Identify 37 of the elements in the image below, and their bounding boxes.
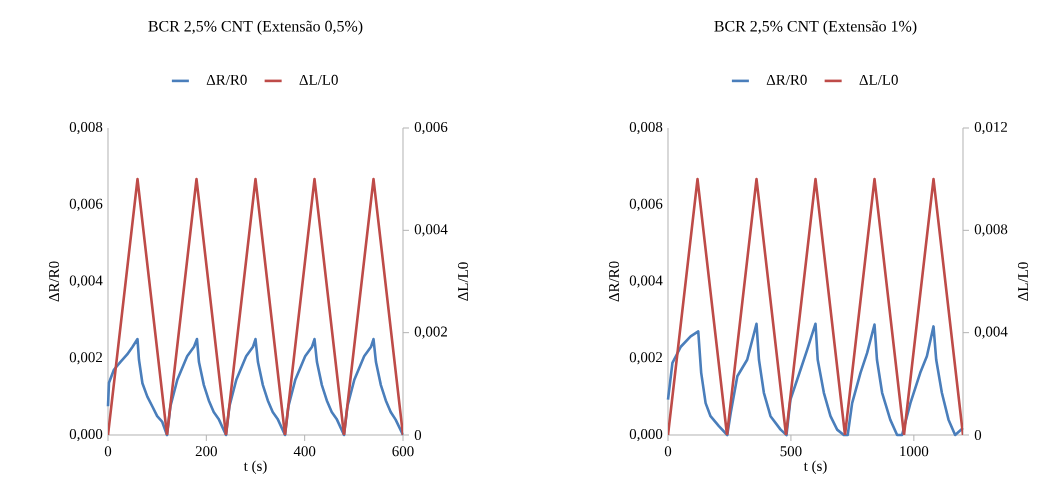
legend-label: ΔL/L0	[299, 74, 338, 85]
x-axis-title: t (s)	[803, 460, 827, 474]
chart-title: BCR 2,5% CNT (Extensão 1%)	[714, 20, 917, 35]
x-tick-label: 0	[104, 446, 112, 457]
y-tick-label: 0,000	[629, 428, 663, 442]
y-tick-label: 0,002	[629, 352, 662, 365]
y-tick-label: 0,008	[629, 121, 663, 135]
legend-label: ΔR/R0	[766, 74, 807, 85]
x-axis-title: t (s)	[243, 460, 267, 474]
y2-tick-label: 0	[974, 429, 982, 441]
y2-tick-label: 0,012	[974, 121, 1007, 135]
x-tick-label: 200	[195, 446, 217, 457]
y-axis-title: ΔR/R0	[608, 261, 620, 302]
x-tick-label: 0	[664, 446, 672, 457]
legend-label: ΔL/L0	[859, 74, 898, 85]
x-tick-label: 600	[392, 446, 414, 457]
x-tick-label: 500	[780, 446, 802, 457]
y2-tick-label: 0,008	[974, 224, 1008, 237]
chart-title: BCR 2,5% CNT (Extensão 0,5%)	[148, 20, 363, 35]
y2-tick-label: 0,006	[414, 121, 448, 135]
y-tick-label: 0,006	[69, 198, 103, 211]
x-tick-label: 1000	[900, 446, 929, 457]
legend-label: ΔR/R0	[206, 74, 247, 85]
y-tick-label: 0,008	[69, 121, 103, 135]
y-tick-label: 0,006	[629, 198, 663, 211]
y2-tick-label: 0,002	[414, 326, 447, 339]
y2-axis-title: ΔL/L0	[1017, 262, 1029, 301]
y-tick-label: 0,004	[629, 275, 663, 288]
y-axis-title: ΔR/R0	[48, 261, 60, 302]
y-tick-label: 0,002	[69, 352, 102, 365]
y2-axis-title: ΔL/L0	[457, 262, 469, 301]
y-tick-label: 0,000	[69, 428, 103, 442]
y2-tick-label: 0	[414, 429, 422, 441]
y-tick-label: 0,004	[69, 275, 103, 288]
y2-tick-label: 0,004	[974, 326, 1008, 339]
y2-tick-label: 0,004	[414, 224, 448, 237]
x-tick-label: 400	[293, 446, 316, 457]
